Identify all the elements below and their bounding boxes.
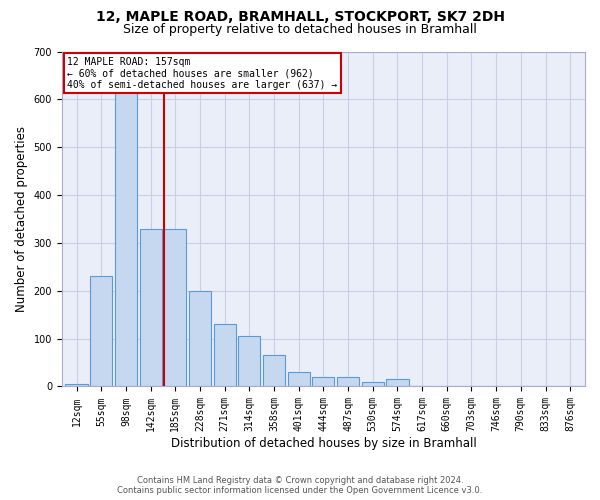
Y-axis label: Number of detached properties: Number of detached properties xyxy=(15,126,28,312)
X-axis label: Distribution of detached houses by size in Bramhall: Distribution of detached houses by size … xyxy=(170,437,476,450)
Bar xyxy=(115,80,137,386)
Bar xyxy=(164,228,187,386)
Bar xyxy=(189,291,211,386)
Text: 12, MAPLE ROAD, BRAMHALL, STOCKPORT, SK7 2DH: 12, MAPLE ROAD, BRAMHALL, STOCKPORT, SK7… xyxy=(95,10,505,24)
Bar xyxy=(65,384,88,386)
Bar xyxy=(312,377,334,386)
Bar xyxy=(214,324,236,386)
Bar xyxy=(362,382,384,386)
Text: 12 MAPLE ROAD: 157sqm
← 60% of detached houses are smaller (962)
40% of semi-det: 12 MAPLE ROAD: 157sqm ← 60% of detached … xyxy=(67,56,337,90)
Text: Size of property relative to detached houses in Bramhall: Size of property relative to detached ho… xyxy=(123,22,477,36)
Bar xyxy=(263,356,285,386)
Bar xyxy=(90,276,112,386)
Text: Contains HM Land Registry data © Crown copyright and database right 2024.
Contai: Contains HM Land Registry data © Crown c… xyxy=(118,476,482,495)
Bar xyxy=(337,377,359,386)
Bar xyxy=(238,336,260,386)
Bar xyxy=(140,228,162,386)
Bar xyxy=(386,380,409,386)
Bar xyxy=(287,372,310,386)
